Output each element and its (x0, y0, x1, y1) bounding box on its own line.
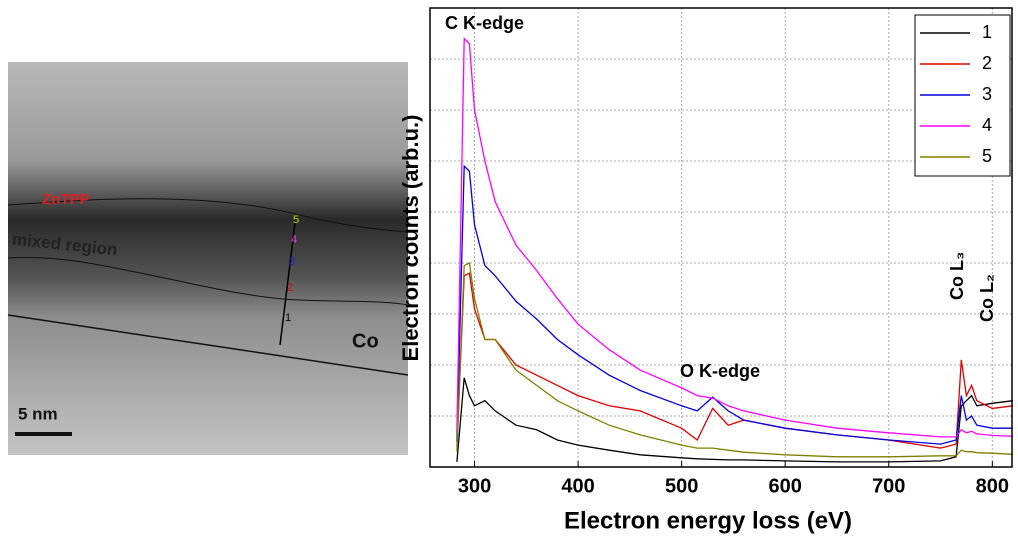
y-axis-label: Electron counts (arb.u.) (398, 115, 423, 362)
annotation: C K-edge (445, 13, 524, 33)
boundary (7, 314, 409, 376)
series-line (456, 164, 1013, 445)
plot-frame (429, 7, 1013, 468)
layer-label: Co (352, 330, 379, 352)
series-line (456, 262, 1014, 458)
scale-label: 5 nm (18, 404, 58, 423)
legend-label: 1 (982, 22, 992, 42)
x-tick-label: 700 (872, 475, 905, 497)
legend-label: 5 (982, 146, 992, 166)
x-tick-label: 800 (976, 475, 1009, 497)
legend-label: 3 (982, 84, 992, 104)
x-tick-label: 300 (458, 475, 491, 497)
point-label: 5 (293, 214, 299, 226)
layer-label: ZnTPP (42, 191, 90, 208)
x-tick-label: 500 (665, 475, 698, 497)
legend-label: 4 (982, 115, 992, 135)
legend-label: 2 (982, 53, 992, 73)
series-line (456, 377, 1014, 463)
boundary (7, 198, 409, 233)
annotation: O K-edge (680, 361, 760, 381)
x-tick-label: 600 (769, 475, 802, 497)
annotation: Co L₂ (977, 274, 997, 322)
x-axis-label: Electron energy loss (eV) (564, 507, 852, 534)
boundary (7, 256, 409, 306)
chart: Electron energy loss (eV) Electron count… (398, 7, 1014, 534)
annotation: Co L₃ (947, 252, 967, 300)
series-line (456, 37, 1014, 438)
profile-line (279, 214, 297, 346)
micrograph: ZnTPP mixed region Co 5 nm 1 2 3 4 5 (7, 62, 409, 455)
x-tick-label: 400 (561, 475, 594, 497)
point-label: 2 (287, 282, 293, 294)
point-label: 1 (285, 312, 291, 324)
point-label: 3 (289, 256, 295, 268)
point-label: 4 (291, 234, 297, 246)
tem-image (8, 62, 408, 455)
